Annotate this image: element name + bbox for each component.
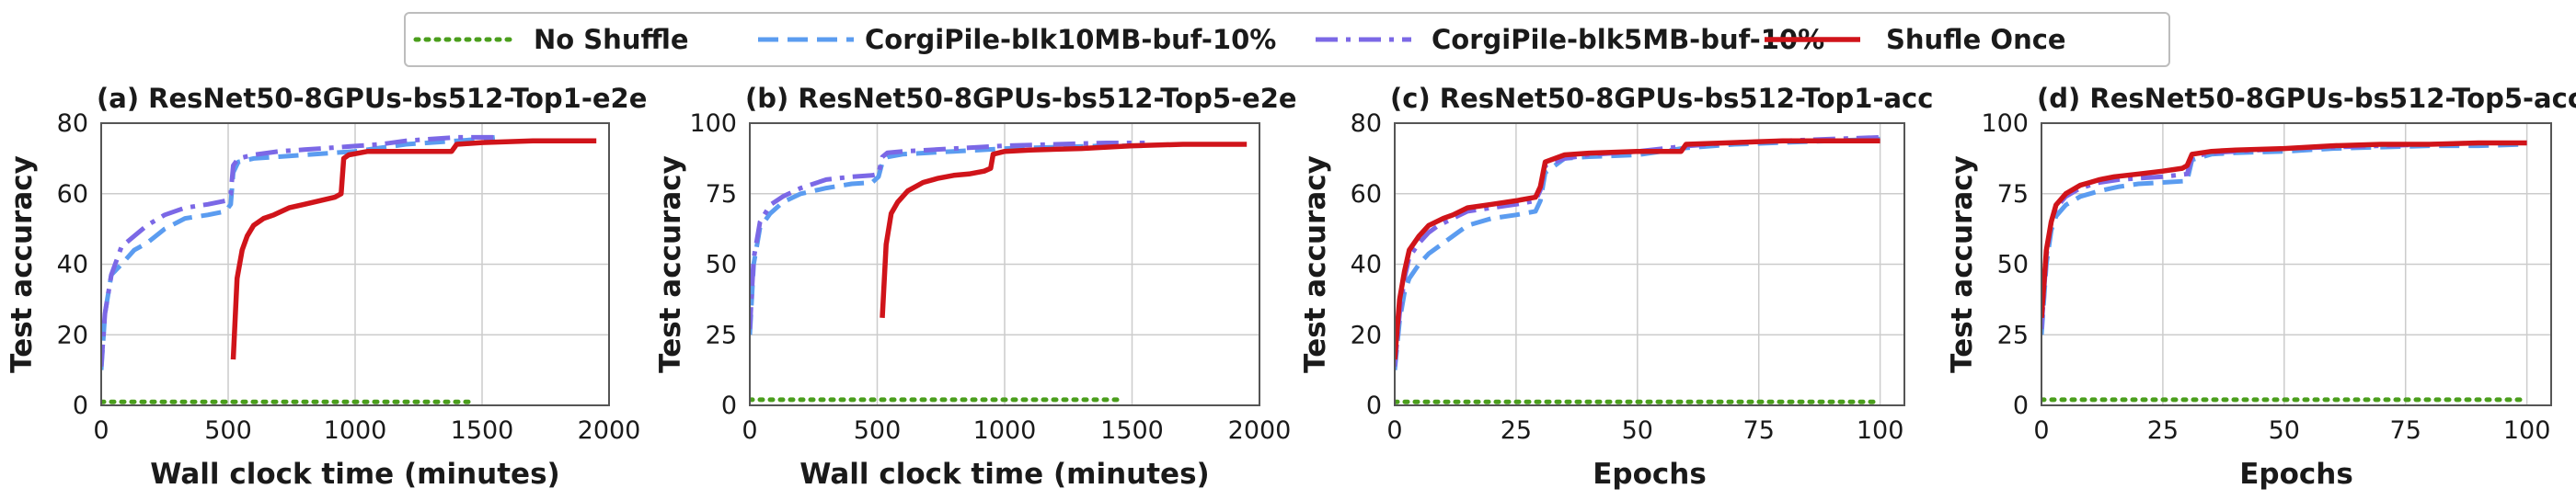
x-tick-label: 100 [1857, 416, 1904, 445]
legend-item-no-shuffle: No Shuffle [413, 24, 689, 55]
panel-title: (d) ResNet50-8GPUs-bs512-Top5-acc [2037, 83, 2576, 114]
x-tick-label: 1500 [451, 416, 514, 445]
y-tick-label: 0 [2013, 392, 2029, 420]
legend-item-shufle-once: Shufle Once [1765, 24, 2066, 55]
panel-b: 0 500 1000 1500 2000 0 25 50 75 100 (b) ResNet50-8… [654, 83, 1297, 491]
y-tick-label: 0 [721, 392, 737, 420]
y-tick-label: 25 [706, 321, 737, 349]
x-tick-label: 50 [2269, 416, 2300, 445]
legend-frame [404, 12, 2170, 67]
panel-title: (a) ResNet50-8GPUs-bs512-Top1-e2e [97, 83, 647, 114]
x-axis-label: Wall clock time (minutes) [799, 458, 1209, 491]
x-axis-label: Epochs [1593, 458, 1707, 491]
panel-title: (c) ResNet50-8GPUs-bs512-Top1-acc [1390, 83, 1933, 114]
legend-label-shufle-once: Shufle Once [1886, 24, 2066, 55]
x-tick-label: 50 [1622, 416, 1653, 445]
plot-frame [1394, 122, 1905, 406]
y-tick-label: 80 [57, 109, 88, 138]
panel-title: (b) ResNet50-8GPUs-bs512-Top5-e2e [745, 83, 1297, 114]
legend-label-corgipile-blk10mb-buf-10: CorgiPile-blk10MB-buf-10% [865, 24, 1276, 55]
y-tick-label: 75 [1997, 180, 2029, 209]
y-tick-label: 50 [1997, 251, 2029, 279]
series-line-corgipile-blk10mb-buf-10 [2041, 142, 2527, 335]
y-tick-label: 0 [73, 392, 88, 420]
series-line-corgipile-blk5mb-buf-10 [2041, 141, 2527, 330]
y-tick-label: 100 [1981, 109, 2029, 138]
y-axis-label: Test accuracy [6, 155, 39, 373]
y-tick-label: 50 [706, 251, 737, 279]
legend-label-no-shuffle: No Shuffle [534, 24, 689, 55]
x-tick-label: 0 [1386, 416, 1402, 445]
series-line-corgipile-blk5mb-buf-10 [101, 134, 495, 367]
legend-item-corgipile-blk5mb-buf-10: CorgiPile-blk5MB-buf-10% [1316, 24, 1824, 55]
series-line-corgipile-blk10mb-buf-10 [1395, 136, 1880, 370]
x-tick-label: 75 [1743, 416, 1775, 445]
y-tick-label: 60 [57, 180, 88, 209]
y-tick-label: 0 [1366, 392, 1382, 420]
series-line-shufle-once [230, 138, 597, 360]
x-axis-label: Wall clock time (minutes) [150, 458, 559, 491]
x-tick-label: 25 [1501, 416, 1532, 445]
legend: No Shuffle CorgiPile-blk10MB-buf-10% Corgi… [404, 12, 2170, 67]
y-tick-label: 60 [1351, 180, 1382, 209]
series-line-corgipile-blk5mb-buf-10 [750, 141, 1145, 330]
y-tick-label: 25 [1997, 321, 2029, 349]
plot-frame [749, 122, 1260, 406]
x-axis-label: Epochs [2239, 458, 2353, 491]
x-tick-label: 0 [2033, 416, 2049, 445]
x-tick-label: 500 [204, 416, 252, 445]
series-line-corgipile-blk10mb-buf-10 [101, 134, 496, 370]
x-tick-label: 2000 [578, 416, 641, 445]
series-line-shufle-once [880, 142, 1248, 318]
x-tick-label: 2000 [1228, 416, 1292, 445]
x-tick-label: 1500 [1100, 416, 1164, 445]
y-tick-label: 40 [57, 251, 88, 279]
y-tick-label: 100 [689, 109, 737, 138]
y-tick-label: 80 [1351, 109, 1382, 138]
plot-frame [2041, 122, 2552, 406]
legend-item-corgipile-blk10mb-buf-10: CorgiPile-blk10MB-buf-10% [758, 24, 1276, 55]
series-line-shufle-once [1395, 138, 1880, 360]
x-tick-label: 75 [2390, 416, 2421, 445]
y-tick-label: 20 [57, 321, 88, 349]
legend-label-corgipile-blk5mb-buf-10: CorgiPile-blk5MB-buf-10% [1432, 24, 1824, 55]
x-tick-label: 0 [93, 416, 109, 445]
x-tick-label: 25 [2147, 416, 2179, 445]
x-tick-label: 1000 [973, 416, 1037, 445]
series-line-corgipile-blk5mb-buf-10 [1395, 134, 1880, 368]
y-axis-label: Test accuracy [1946, 155, 1979, 373]
series-line-shufle-once [2041, 140, 2527, 318]
y-axis-label: Test accuracy [1299, 155, 1332, 373]
panel-a: 0 500 1000 1500 2000 0 20 40 60 80 (a) ResNet50-8G… [6, 83, 647, 491]
y-tick-label: 40 [1351, 251, 1382, 279]
panel-d: 0 25 50 75 100 0 25 50 75 100 (d) ResNet50-8GPUs-b… [1946, 83, 2576, 491]
x-tick-label: 100 [2503, 416, 2551, 445]
x-tick-label: 0 [742, 416, 757, 445]
y-tick-label: 20 [1351, 321, 1382, 349]
y-axis-label: Test accuracy [654, 155, 687, 373]
x-tick-label: 1000 [324, 416, 387, 445]
panel-c: 0 25 50 75 100 0 20 40 60 80 (c) ResNet50-8GPUs-bs… [1299, 83, 1933, 491]
plot-frame [100, 122, 610, 406]
y-tick-label: 75 [706, 180, 737, 209]
x-tick-label: 500 [854, 416, 902, 445]
